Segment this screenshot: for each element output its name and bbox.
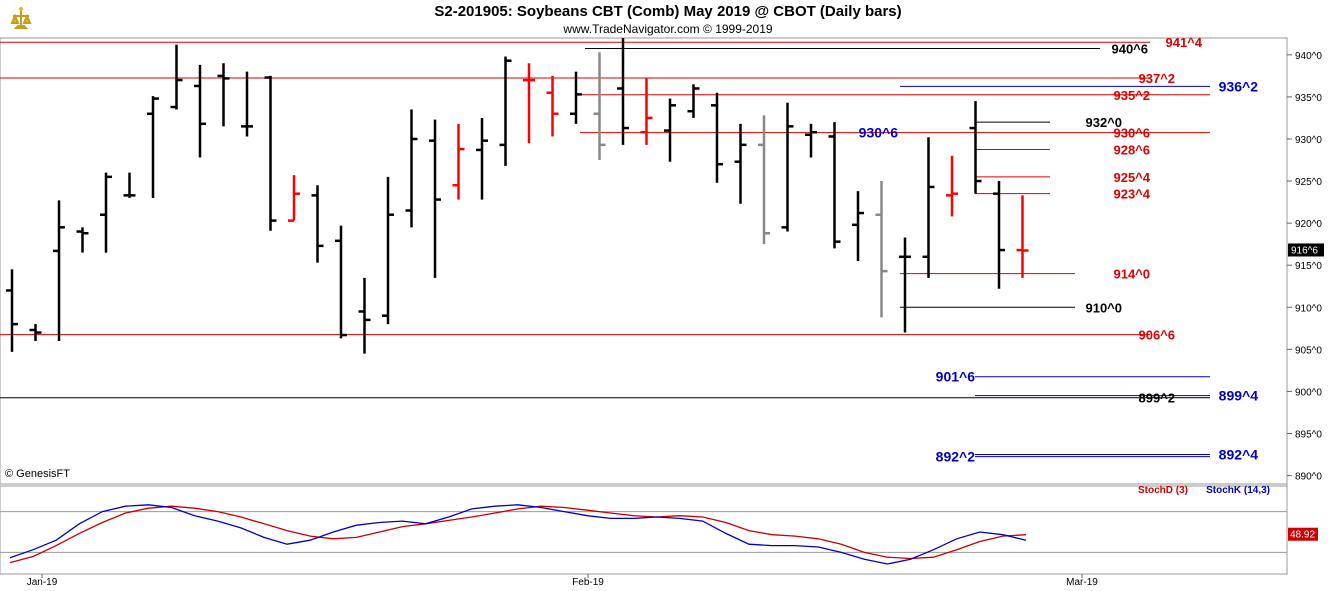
y-tick-label: 900^0 bbox=[1295, 387, 1322, 398]
level-label: 899^4 bbox=[1219, 388, 1259, 404]
y-tick-label: 905^0 bbox=[1295, 345, 1322, 356]
level-label: 892^2 bbox=[936, 449, 976, 465]
level-label: 899^2 bbox=[1138, 391, 1175, 406]
level-label: 941^4 bbox=[1165, 35, 1202, 50]
level-label: 925^4 bbox=[1113, 170, 1150, 185]
level-label: 906^6 bbox=[1138, 328, 1175, 343]
y-tick-label: 890^0 bbox=[1295, 472, 1322, 483]
chart-header: S2-201905: Soybeans CBT (Comb) May 2019 … bbox=[0, 0, 1336, 38]
chart-subtitle: www.TradeNavigator.com © 1999-2019 bbox=[563, 22, 773, 36]
y-tick-label: 925^0 bbox=[1295, 177, 1322, 188]
y-tick-label: 915^0 bbox=[1295, 261, 1322, 272]
chart-title: S2-201905: Soybeans CBT (Comb) May 2019 … bbox=[434, 3, 902, 20]
level-label: 936^2 bbox=[1219, 78, 1259, 94]
legend-stochk: StochK (14,3) bbox=[1206, 485, 1270, 496]
level-label: 892^4 bbox=[1219, 447, 1259, 463]
last-price-label: 916^6 bbox=[1291, 245, 1318, 256]
stoch-series-line bbox=[9, 504, 1027, 565]
x-tick-label: Mar-19 bbox=[1066, 577, 1098, 588]
y-tick-label: 895^0 bbox=[1295, 430, 1322, 441]
level-label: 935^2 bbox=[1113, 88, 1150, 103]
level-label: 932^0 bbox=[1085, 115, 1122, 130]
level-label: 937^2 bbox=[1138, 71, 1175, 86]
level-label: 930^6 bbox=[859, 125, 899, 141]
level-label: 930^6 bbox=[1113, 126, 1150, 141]
level-label: 914^0 bbox=[1113, 267, 1150, 282]
y-tick-label: 910^0 bbox=[1295, 303, 1322, 314]
level-label: 910^0 bbox=[1085, 300, 1122, 315]
copyright-text: © GenesisFT bbox=[5, 468, 70, 480]
level-label: 923^4 bbox=[1113, 187, 1150, 202]
level-label: 901^6 bbox=[936, 369, 976, 385]
y-tick-label: 940^0 bbox=[1295, 51, 1322, 62]
last-price-marker bbox=[1288, 243, 1324, 257]
main-panel-frame bbox=[0, 37, 1288, 485]
trade-navigator-logo-icon bbox=[6, 4, 36, 34]
level-label: 928^6 bbox=[1113, 143, 1150, 158]
stoch-value-marker bbox=[1288, 527, 1318, 541]
legend-stochd: StochD (3) bbox=[1138, 485, 1188, 496]
stoch-value-label: 48.92 bbox=[1290, 530, 1315, 541]
x-tick-label: Jan-19 bbox=[27, 577, 58, 588]
y-tick-label: 935^0 bbox=[1295, 93, 1322, 104]
level-label: 940^6 bbox=[1111, 42, 1148, 57]
stoch-series-line bbox=[9, 505, 1027, 564]
y-tick-label: 920^0 bbox=[1295, 219, 1322, 230]
indicator-panel-frame bbox=[0, 485, 1288, 575]
x-tick-label: Feb-19 bbox=[572, 577, 604, 588]
y-tick-label: 930^0 bbox=[1295, 135, 1322, 146]
